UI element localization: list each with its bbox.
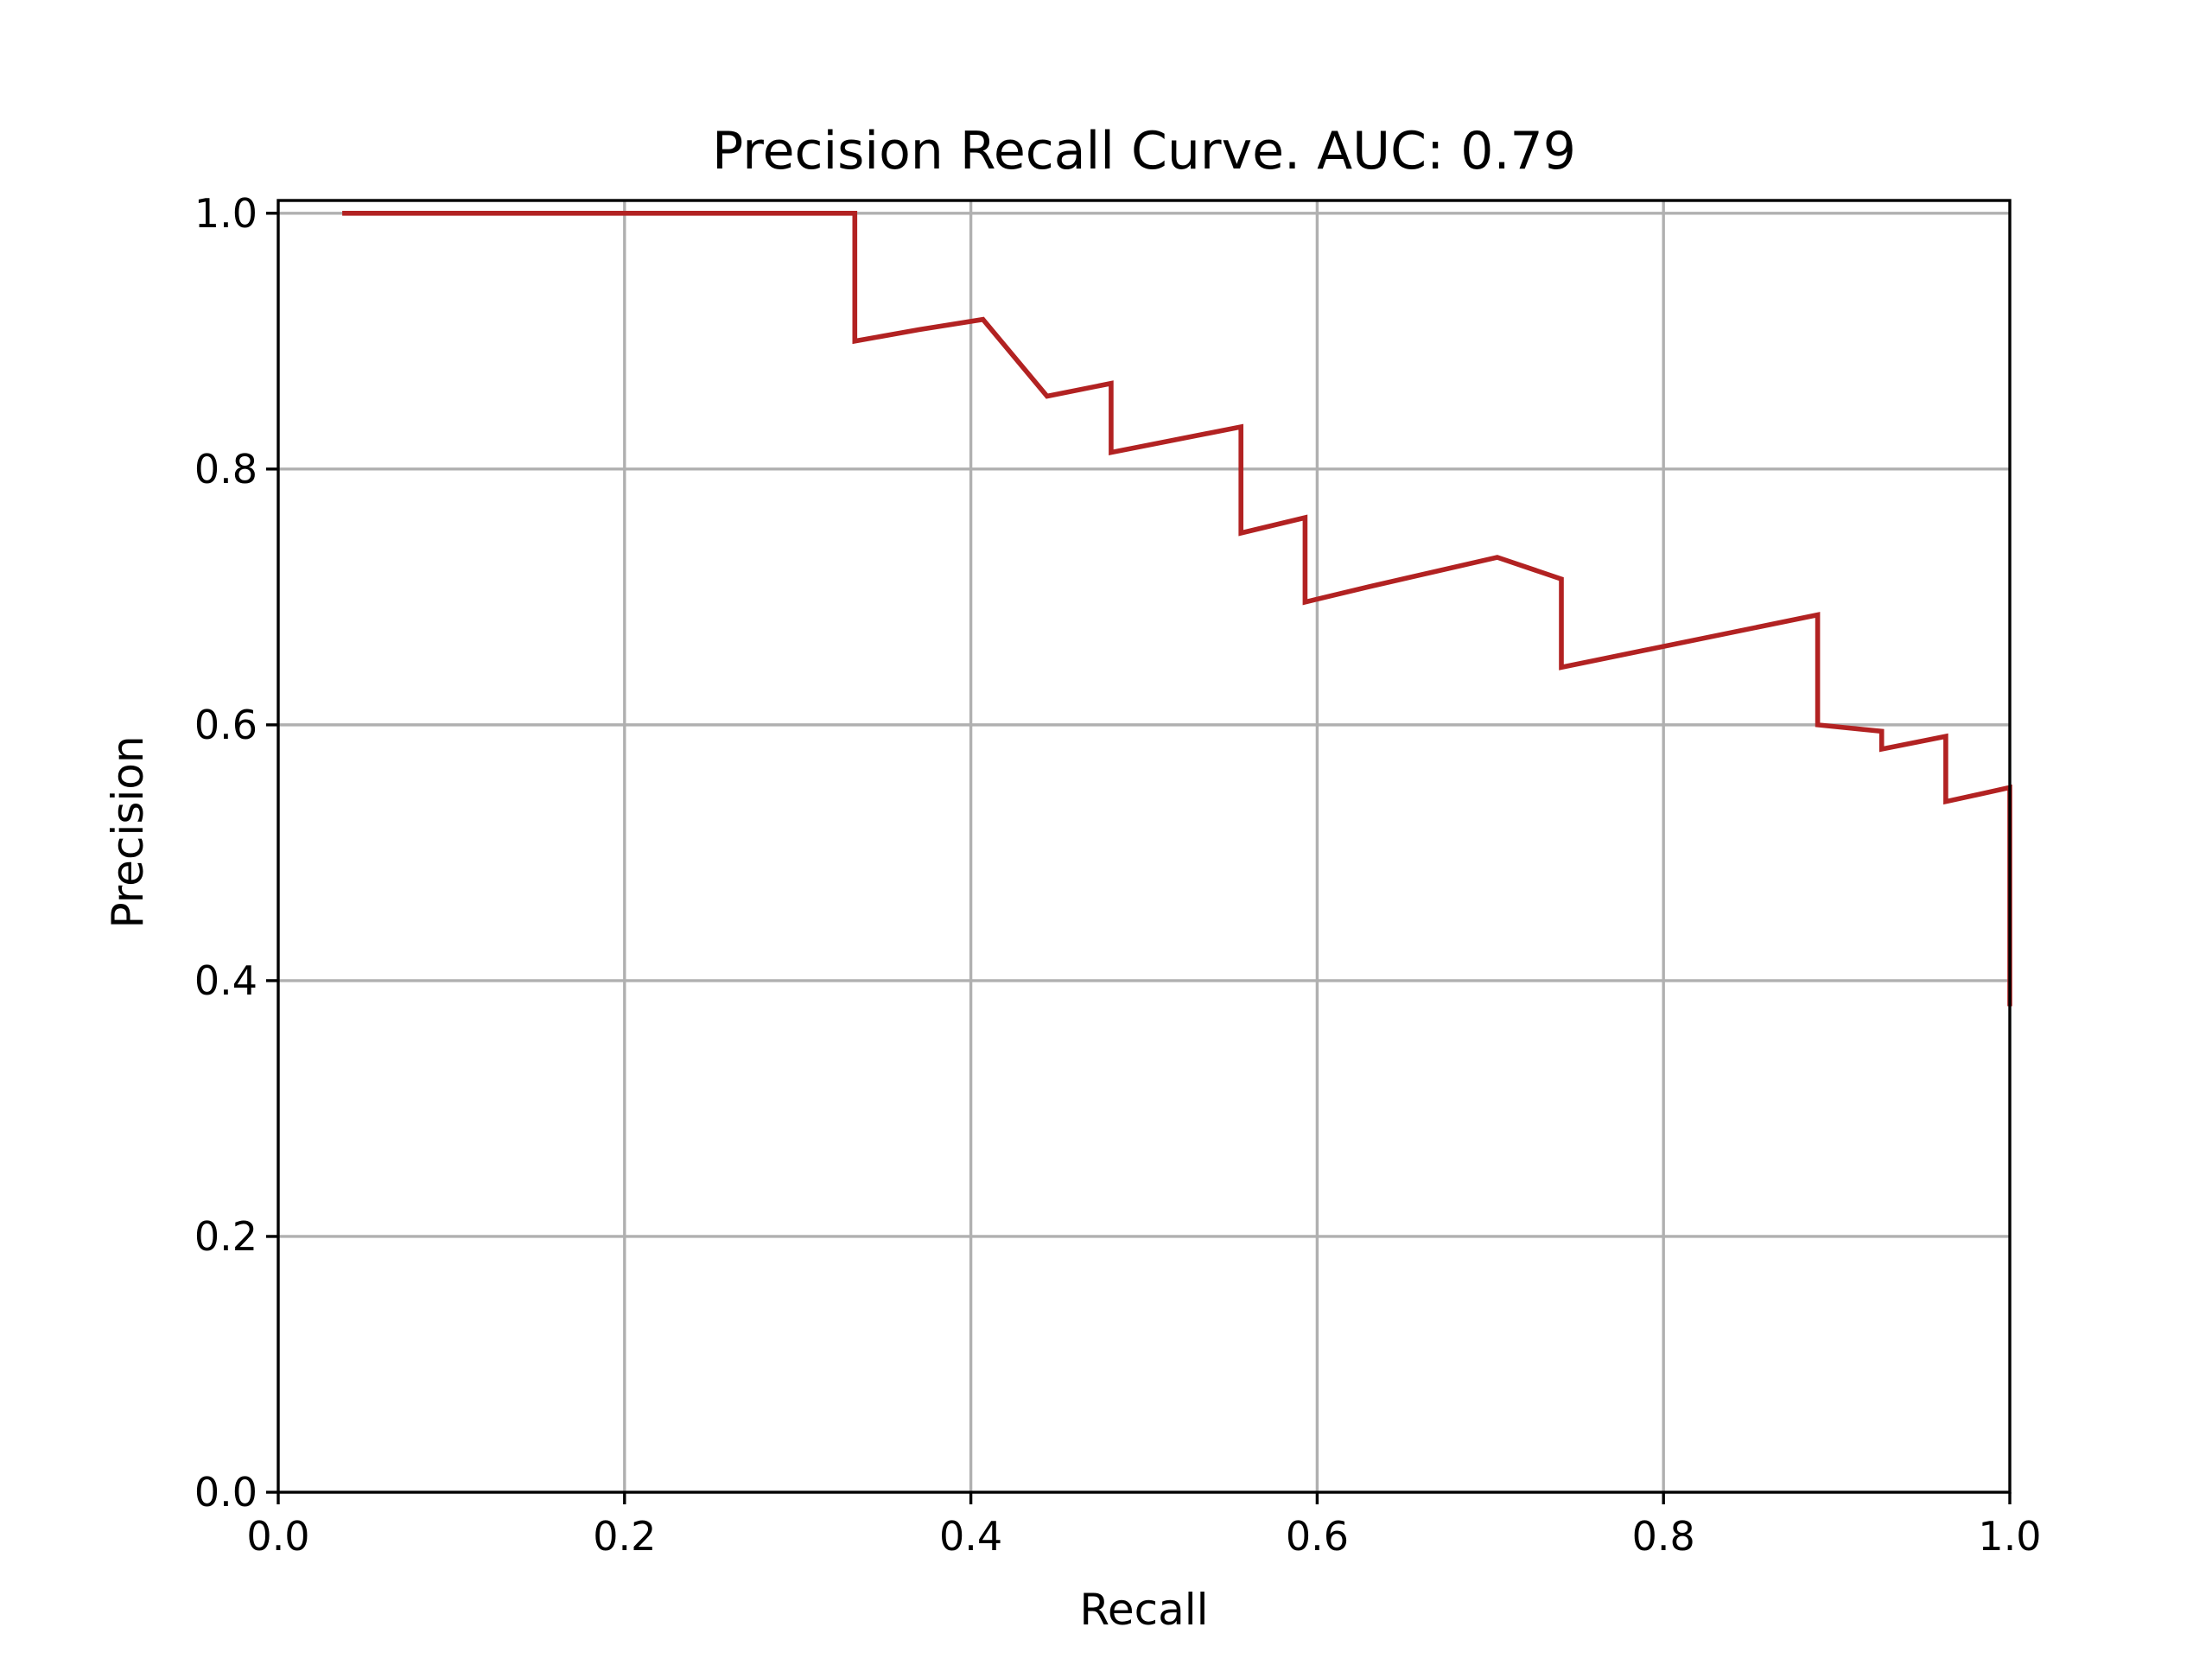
y-tick-label: 0.0 [194,1469,257,1516]
y-tick-label: 0.6 [194,702,257,748]
x-tick-label: 0.4 [939,1513,1002,1560]
y-axis-label: Precision [103,735,153,928]
precision-recall-curve [342,211,2012,1007]
x-tick-label: 0.6 [1286,1513,1349,1560]
chart-title: Precision Recall Curve. AUC: 0.79 [712,121,1576,181]
tick-labels: 0.0 0.2 0.4 0.6 0.8 1.0 0.0 0.2 0.4 0.6 0.8 1.0 [194,190,2042,1560]
plot-frame [276,199,2012,1494]
x-tick-label: 0.0 [246,1513,309,1560]
x-tick-label: 1.0 [1978,1513,2041,1560]
curve-layer [342,211,2012,1007]
x-tick-label: 0.8 [1632,1513,1695,1560]
y-tick-label: 0.8 [194,446,257,493]
y-tick-label: 0.2 [194,1213,257,1260]
y-tick-label: 0.4 [194,957,257,1004]
y-tick-label: 1.0 [194,190,257,237]
x-axis-label: Recall [1079,1585,1208,1635]
x-tick-label: 0.2 [593,1513,656,1560]
axis-ticks [266,212,2012,1504]
grid-lines [278,200,2010,1492]
